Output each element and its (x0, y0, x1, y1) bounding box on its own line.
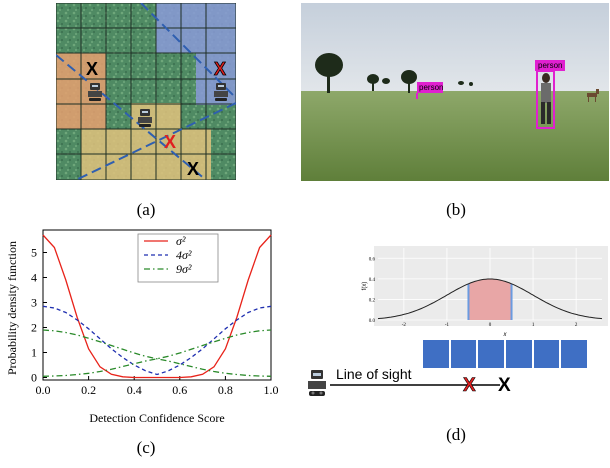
gauss-x-tick: -1 (445, 323, 450, 328)
x-tick-label: 0.2 (81, 383, 96, 397)
grid-cell (478, 340, 505, 368)
gauss-x-tick: 1 (532, 323, 535, 328)
panel-a-grid-map: X X X X (55, 2, 237, 181)
y-tick-label: 5 (31, 246, 37, 260)
detection-label: person (538, 61, 562, 70)
robot-icon (214, 83, 228, 101)
grid-cell (506, 340, 532, 368)
y-tick-label: 0 (31, 371, 37, 385)
x-tick-label: 1.0 (264, 383, 279, 397)
grid-cell (450, 340, 477, 368)
grid-cell (423, 340, 449, 368)
y-tick-label: 4 (31, 271, 37, 285)
gauss-y-tick: 0.2 (369, 298, 376, 303)
gauss-x-tick: 2 (575, 323, 578, 328)
gauss-y-tick: 0.6 (369, 257, 376, 262)
caption-c: (c) (136, 438, 156, 457)
gauss-x-label: x (503, 332, 508, 338)
caption-a: (a) (136, 200, 156, 219)
target-marker-red: X (164, 132, 176, 152)
trees (315, 53, 473, 93)
legend-label: 4σ² (176, 248, 192, 262)
person-figure (541, 73, 551, 124)
caption-b: (b) (446, 200, 466, 219)
gauss-y-label: f(x) (362, 282, 368, 291)
gaussian-curve (377, 278, 603, 320)
series-line (42, 329, 272, 377)
x-tick-label: 0.8 (218, 383, 233, 397)
ground (301, 91, 609, 181)
series-line (42, 329, 272, 377)
sky (301, 3, 609, 93)
series-line (42, 234, 272, 379)
x-tick-label: 0.0 (36, 383, 51, 397)
panel-c-chart: Probability density function Detection C… (0, 222, 285, 428)
grid-cells-row (423, 340, 588, 368)
line-of-sight-label: Line of sight (336, 366, 412, 382)
grid-map: X X X X (55, 2, 237, 181)
legend-label: σ² (176, 234, 186, 248)
x-tick-label: 0.6 (172, 383, 187, 397)
detection-label-bg (417, 82, 443, 93)
panel-b-scene: person person (301, 3, 609, 181)
legend-box (137, 233, 219, 283)
target-marker-red: X (463, 375, 476, 396)
line-of-sight-diagram: Line of sight X X (308, 366, 511, 396)
robot-icon (138, 109, 152, 127)
x-tick-label: 0.4 (127, 383, 142, 397)
grid-cell (533, 340, 560, 368)
gauss-x-tick: 0 (489, 323, 492, 328)
pdf-line-chart: Probability density function Detection C… (5, 229, 279, 425)
deer (587, 89, 599, 102)
y-axis-label: Probability density function (5, 241, 19, 375)
gauss-y-tick: 0.0 (369, 319, 376, 324)
robot-icon (308, 370, 326, 396)
y-tick-label: 2 (31, 321, 37, 335)
x-axis-label: Detection Confidence Score (89, 411, 224, 425)
target-marker-red: X (214, 59, 226, 79)
gauss-y-tick: 0.4 (369, 278, 376, 283)
scene-image: person person (301, 3, 609, 181)
panel-d: f(x) x -2 -1 0 1 2 0.0 0.2 0.4 0.6 Line of sight… (300, 238, 608, 406)
detection-label: person (419, 83, 443, 92)
legend-label: 9σ² (176, 262, 192, 276)
robot-icon (88, 83, 102, 101)
target-marker: X (498, 375, 511, 396)
detection-label-bg (535, 60, 565, 71)
target-marker: X (187, 159, 199, 179)
series-line (42, 305, 272, 376)
sight-lines (55, 2, 237, 181)
target-marker: X (86, 59, 98, 79)
caption-d: (d) (446, 425, 466, 444)
y-tick-label: 3 (31, 296, 37, 310)
plot-frame (42, 229, 272, 381)
grid-cell (561, 340, 588, 368)
gaussian-plot: f(x) x -2 -1 0 1 2 0.0 0.2 0.4 0.6 (362, 246, 608, 338)
gauss-x-tick: -2 (402, 323, 407, 328)
y-tick-label: 1 (31, 346, 37, 360)
shaded-region (468, 279, 512, 320)
